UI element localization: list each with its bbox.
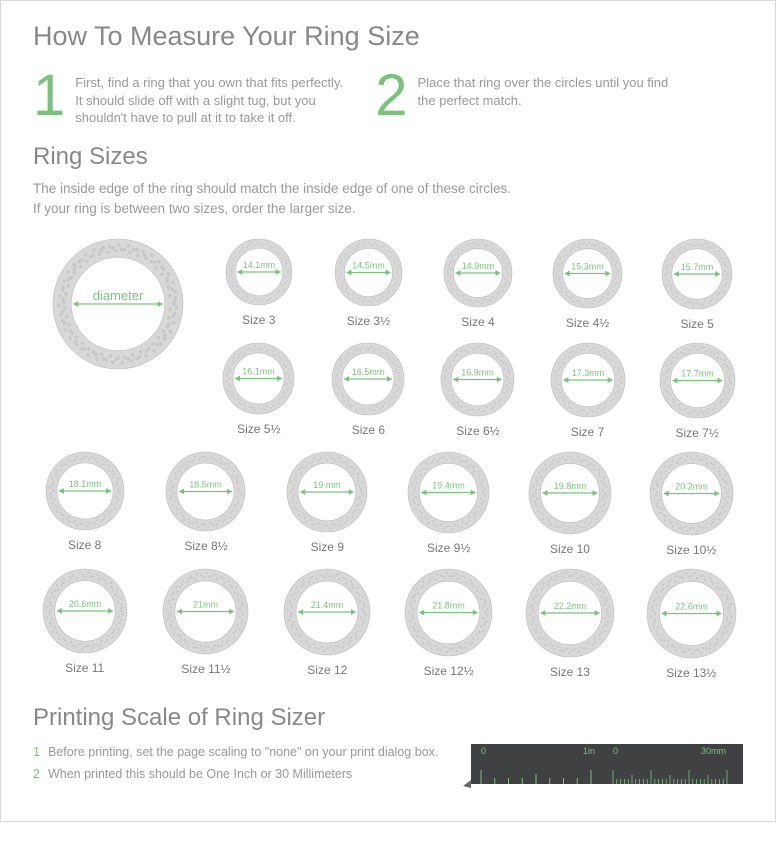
- ring-item: 19.4mm Size 9½: [397, 450, 500, 557]
- ring-size-label: Size 9: [276, 540, 379, 554]
- svg-text:20.6mm: 20.6mm: [68, 599, 101, 609]
- svg-text:15.3mm: 15.3mm: [571, 262, 604, 272]
- svg-text:21.8mm: 21.8mm: [432, 601, 465, 611]
- ring-sizes-subtitle: The inside edge of the ring should match…: [33, 179, 743, 220]
- ring-item: 18.5mm Size 8½: [154, 450, 257, 557]
- ring-size-label: Size 10½: [640, 543, 743, 557]
- step-2-text: Place that ring over the circles until y…: [418, 70, 688, 109]
- ruler: 0 1in 0 30mm: [463, 740, 743, 793]
- ring-size-label: Size 12: [276, 663, 379, 677]
- print-step-1-text: Before printing, set the page scaling to…: [48, 745, 438, 759]
- ring-item: 18.1mm Size 8: [33, 450, 136, 557]
- ring-item: 16.9mm Size 6½: [432, 341, 524, 440]
- ring-item: 20.2mm Size 10½: [640, 450, 743, 557]
- ring-item: 15.3mm Size 4½: [542, 237, 634, 331]
- ring-size-label: Size 9½: [397, 541, 500, 555]
- svg-text:14.9mm: 14.9mm: [462, 261, 495, 271]
- svg-text:diameter: diameter: [93, 288, 144, 303]
- ring-item: 21.4mm Size 12: [276, 567, 379, 680]
- ring-size-label: Size 6½: [432, 424, 524, 438]
- svg-text:0: 0: [613, 746, 618, 756]
- example-ring: diameter: [43, 237, 193, 371]
- svg-text:18.1mm: 18.1mm: [68, 479, 101, 489]
- ring-size-label: Size 5½: [213, 422, 305, 436]
- ring-size-label: Size 11: [33, 661, 136, 675]
- ring-section: diameter 14.1mm Size 3 14.5mm Size 3½ 14…: [33, 237, 743, 688]
- svg-text:16.5mm: 16.5mm: [352, 367, 385, 377]
- step-1-text: First, find a ring that you own that fit…: [75, 70, 345, 127]
- ring-item: 14.9mm Size 4: [432, 237, 524, 331]
- ring-size-label: Size 7½: [651, 426, 743, 440]
- ring-item: 21.8mm Size 12½: [397, 567, 500, 680]
- svg-text:17.7mm: 17.7mm: [681, 369, 714, 379]
- step-1: 1 First, find a ring that you own that f…: [33, 70, 345, 127]
- print-scale-heading: Printing Scale of Ring Sizer: [33, 704, 743, 732]
- ring-size-label: Size 8½: [154, 539, 257, 553]
- svg-text:30mm: 30mm: [701, 746, 726, 756]
- ring-size-label: Size 8: [33, 538, 136, 552]
- svg-text:15.7mm: 15.7mm: [681, 262, 714, 272]
- ring-item: 17.7mm Size 7½: [651, 341, 743, 440]
- ring-item: 19.8mm Size 10: [518, 450, 621, 557]
- ring-size-label: Size 4: [432, 315, 524, 329]
- subtitle-line-2: If your ring is between two sizes, order…: [33, 201, 356, 216]
- ring-size-label: Size 13: [518, 665, 621, 679]
- ring-item: 22.2mm Size 13: [518, 567, 621, 680]
- print-instructions: 1 Before printing, set the page scaling …: [33, 745, 447, 789]
- ring-item: 19 mm Size 9: [276, 450, 379, 557]
- subtitle-line-1: The inside edge of the ring should match…: [33, 181, 511, 196]
- svg-text:18.5mm: 18.5mm: [190, 480, 223, 490]
- ring-size-label: Size 3½: [323, 314, 415, 328]
- svg-text:17.3mm: 17.3mm: [571, 368, 604, 378]
- step-2-number: 2: [375, 70, 407, 122]
- svg-text:14.1mm: 14.1mm: [243, 260, 276, 270]
- svg-text:0: 0: [481, 746, 486, 756]
- ring-size-label: Size 10: [518, 542, 621, 556]
- svg-text:14.5mm: 14.5mm: [352, 261, 385, 271]
- ring-size-label: Size 13½: [640, 666, 743, 680]
- ring-size-label: Size 5: [651, 317, 743, 331]
- ring-item: 17.3mm Size 7: [542, 341, 634, 440]
- svg-text:19.8mm: 19.8mm: [554, 481, 587, 491]
- ring-size-label: Size 3: [213, 313, 305, 327]
- ring-item: 22.6mm Size 13½: [640, 567, 743, 680]
- print-step-2-text: When printed this should be One Inch or …: [48, 767, 352, 781]
- ring-size-label: Size 7: [542, 425, 634, 439]
- step-1-number: 1: [33, 70, 65, 122]
- ring-row: 20.6mm Size 11 21mm Size 11½ 21.4mm Size…: [33, 567, 743, 680]
- ring-row: 18.1mm Size 8 18.5mm Size 8½ 19 mm Size …: [33, 450, 743, 557]
- page-container: How To Measure Your Ring Size 1 First, f…: [0, 0, 776, 822]
- ring-item: 16.1mm Size 5½: [213, 341, 305, 440]
- svg-text:21.4mm: 21.4mm: [311, 600, 344, 610]
- print-scale-section: 1 Before printing, set the page scaling …: [33, 740, 743, 793]
- ring-size-label: Size 11½: [154, 662, 257, 676]
- print-step-1: 1 Before printing, set the page scaling …: [33, 745, 447, 759]
- print-step-2: 2 When printed this should be One Inch o…: [33, 767, 447, 781]
- ring-size-label: Size 4½: [542, 316, 634, 330]
- ring-item: 20.6mm Size 11: [33, 567, 136, 680]
- svg-text:22.6mm: 22.6mm: [675, 602, 708, 612]
- ring-item: 21mm Size 11½: [154, 567, 257, 680]
- instruction-steps: 1 First, find a ring that you own that f…: [33, 70, 743, 127]
- ring-item: 16.5mm Size 6: [323, 341, 415, 440]
- page-title: How To Measure Your Ring Size: [33, 21, 743, 52]
- ring-sizes-heading: Ring Sizes: [33, 143, 743, 171]
- svg-text:19.4mm: 19.4mm: [432, 481, 465, 491]
- print-step-2-num: 2: [33, 767, 40, 781]
- svg-text:16.1mm: 16.1mm: [243, 367, 276, 377]
- svg-text:19 mm: 19 mm: [314, 480, 342, 490]
- svg-text:20.2mm: 20.2mm: [675, 482, 708, 492]
- print-step-1-num: 1: [33, 745, 40, 759]
- step-2: 2 Place that ring over the circles until…: [375, 70, 687, 127]
- svg-text:16.9mm: 16.9mm: [462, 368, 495, 378]
- ring-size-label: Size 6: [323, 423, 415, 437]
- svg-text:1in: 1in: [583, 746, 595, 756]
- svg-text:22.2mm: 22.2mm: [554, 601, 587, 611]
- ring-size-label: Size 12½: [397, 664, 500, 678]
- svg-text:21mm: 21mm: [193, 600, 218, 610]
- ring-item: 14.1mm Size 3: [213, 237, 305, 331]
- ring-item: 14.5mm Size 3½: [323, 237, 415, 331]
- ring-item: 15.7mm Size 5: [651, 237, 743, 331]
